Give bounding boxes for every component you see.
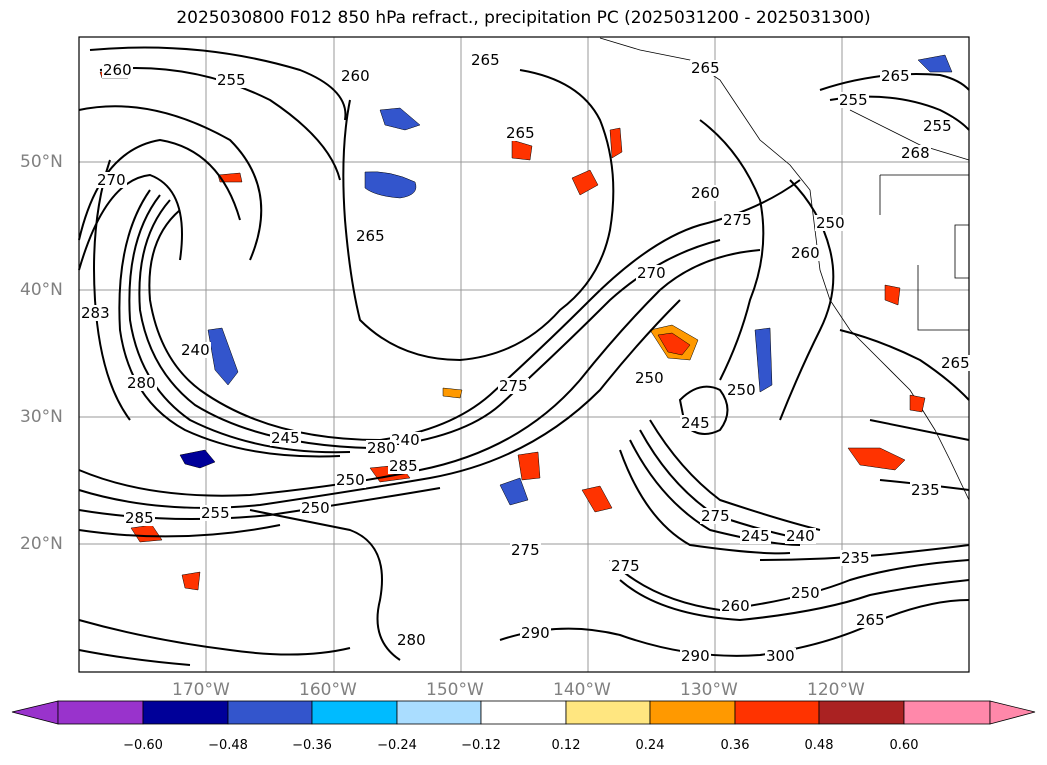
contour-label: 255 <box>922 117 953 135</box>
lat-label-40n: 40°N <box>20 280 63 300</box>
contour-label: 235 <box>910 481 941 499</box>
map-title: 2025030800 F012 850 hPa refract., precip… <box>176 8 871 28</box>
lon-label-130w: 130°W <box>680 680 738 700</box>
contour-label: 265 <box>880 67 911 85</box>
contour-label: 260 <box>690 184 721 202</box>
lon-label-150w: 150°W <box>426 680 484 700</box>
contour-label: 255 <box>216 71 247 89</box>
contour-label: 268 <box>900 144 931 162</box>
lon-label-120w: 120°W <box>807 680 865 700</box>
lon-label-160w: 160°W <box>299 680 357 700</box>
contour-label: 280 <box>126 374 157 392</box>
colorbar-tick: 0.48 <box>804 738 834 753</box>
contour-label: 275 <box>510 541 541 559</box>
lon-label-170w: 170°W <box>172 680 230 700</box>
contour-label: 275 <box>498 377 529 395</box>
contour-label: 240 <box>390 431 421 449</box>
colorbar-extend-high <box>989 700 1036 725</box>
contour-label: 275 <box>700 507 731 525</box>
precipitation-patches <box>99 54 953 591</box>
contour-label: 280 <box>396 631 427 649</box>
colorbar-tick: 0.24 <box>635 738 665 753</box>
contour-label: 290 <box>680 647 711 665</box>
colorbar-tick: −0.60 <box>123 738 163 753</box>
contour-label: 275 <box>722 211 753 229</box>
contour-label: 235 <box>840 549 871 567</box>
contour-label: 245 <box>270 429 301 447</box>
lat-label-30n: 30°N <box>20 407 63 427</box>
contour-label: 240 <box>180 341 211 359</box>
contour-label: 250 <box>634 369 665 387</box>
contour-label: 260 <box>102 61 133 79</box>
contour-label: 250 <box>790 584 821 602</box>
colorbar <box>11 700 1036 725</box>
contour-label: 285 <box>388 457 419 475</box>
contour-label: 290 <box>520 624 551 642</box>
contour-label: 285 <box>124 509 155 527</box>
contour-label: 265 <box>940 354 971 372</box>
colorbar-tick: −0.24 <box>377 738 417 753</box>
contour-label: 245 <box>740 527 771 545</box>
contour-label: 283 <box>80 304 111 322</box>
colorbar-tick: −0.48 <box>208 738 248 753</box>
map-frame <box>78 36 970 673</box>
contour-label: 275 <box>610 557 641 575</box>
contour-label: 255 <box>200 504 231 522</box>
colorbar-tick: −0.12 <box>461 738 501 753</box>
contour-label: 265 <box>505 124 536 142</box>
contour-label: 245 <box>680 414 711 432</box>
contour-label: 270 <box>636 264 667 282</box>
lat-label-20n: 20°N <box>20 534 63 554</box>
contour-label: 250 <box>815 214 846 232</box>
colorbar-tick: 0.60 <box>889 738 919 753</box>
contour-label: 240 <box>785 527 816 545</box>
contour-label: 270 <box>96 171 127 189</box>
lat-label-50n: 50°N <box>20 152 63 172</box>
colorbar-extend-low <box>11 700 59 725</box>
contour-label: 250 <box>726 381 757 399</box>
contour-label: 260 <box>720 597 751 615</box>
contour-label: 265 <box>355 227 386 245</box>
contour-label: 260 <box>340 67 371 85</box>
contour-label: 250 <box>335 471 366 489</box>
contour-label: 250 <box>300 499 331 517</box>
lon-label-140w: 140°W <box>553 680 611 700</box>
colorbar-tick: −0.36 <box>292 738 332 753</box>
contour-label: 280 <box>366 439 397 457</box>
contour-label: 300 <box>765 647 796 665</box>
contour-label: 260 <box>790 244 821 262</box>
contour-label: 265 <box>470 51 501 69</box>
colorbar-tick: 0.36 <box>720 738 750 753</box>
contour-label: 265 <box>690 59 721 77</box>
contour-label: 255 <box>838 91 869 109</box>
contour-label: 265 <box>855 611 886 629</box>
colorbar-tick: 0.12 <box>551 738 581 753</box>
